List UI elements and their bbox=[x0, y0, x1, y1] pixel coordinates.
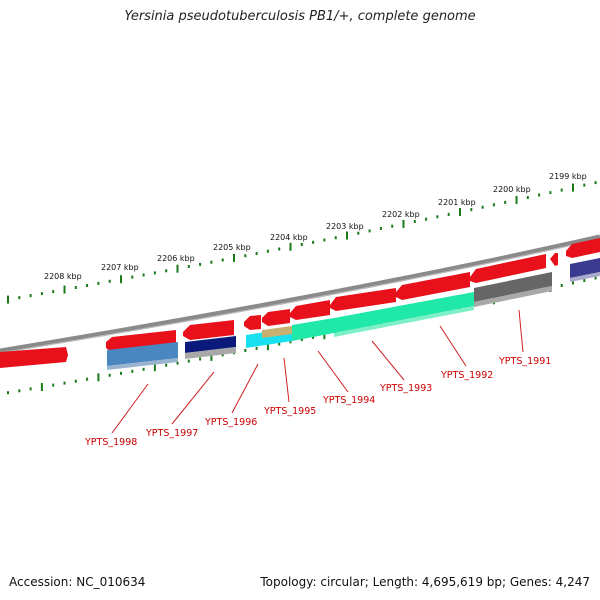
gene-label[interactable]: YPTS_1995 bbox=[263, 406, 316, 417]
gene-label-leaders bbox=[111, 309, 524, 434]
gene-label[interactable]: YPTS_1994 bbox=[322, 395, 375, 406]
tick-label: 2207 kbp bbox=[101, 263, 139, 272]
gene-label[interactable]: YPTS_1993 bbox=[379, 383, 432, 394]
scale-ruler-upper bbox=[7, 181, 597, 304]
gene-arrow[interactable] bbox=[244, 315, 261, 330]
tick-label: 2205 kbp bbox=[213, 243, 251, 252]
gene-bar[interactable] bbox=[474, 272, 552, 302]
tick-label: 2202 kbp bbox=[382, 210, 420, 219]
gene-arrow[interactable] bbox=[330, 288, 396, 311]
gene-label[interactable]: YPTS_1998 bbox=[84, 437, 137, 448]
gene-label[interactable]: YPTS_1991 bbox=[498, 356, 551, 367]
gene-arrow[interactable] bbox=[470, 254, 546, 283]
gene-bar[interactable] bbox=[262, 326, 292, 338]
tick-label: 2204 kbp bbox=[270, 233, 308, 242]
gene-arrow[interactable] bbox=[396, 272, 470, 300]
gene-label[interactable]: YPTS_1996 bbox=[204, 417, 257, 428]
tick-label: 2200 kbp bbox=[493, 185, 531, 194]
tick-label: 2208 kbp bbox=[44, 272, 82, 281]
gene-label[interactable]: YPTS_1992 bbox=[440, 370, 493, 381]
gene-arrow[interactable] bbox=[290, 300, 330, 320]
genome-backbone bbox=[0, 234, 600, 354]
reverse-strand-genes bbox=[107, 258, 600, 370]
gene-arrow[interactable] bbox=[550, 253, 558, 266]
gene-label[interactable]: YPTS_1997 bbox=[145, 428, 198, 439]
tick-label: 2201 kbp bbox=[438, 198, 476, 207]
tick-label: 2206 kbp bbox=[157, 254, 195, 263]
gene-bar[interactable] bbox=[570, 258, 600, 278]
genome-summary-text: Topology: circular; Length: 4,695,619 bp… bbox=[260, 575, 590, 589]
tick-label: 2199 kbp bbox=[549, 172, 587, 181]
gene-arrow[interactable] bbox=[0, 347, 68, 368]
gene-bar[interactable] bbox=[334, 292, 474, 333]
gene-arrow[interactable] bbox=[183, 320, 234, 340]
tick-label: 2203 kbp bbox=[326, 222, 364, 231]
map-title: Yersinia pseudotuberculosis PB1/+, compl… bbox=[124, 9, 476, 24]
accession-text: Accession: NC_010634 bbox=[9, 575, 146, 589]
scale-labels: 2208 kbp 2207 kbp 2206 kbp 2205 kbp 2204… bbox=[44, 172, 587, 281]
gene-arrow[interactable] bbox=[566, 238, 600, 258]
gene-bar[interactable] bbox=[292, 318, 334, 341]
gene-bar[interactable] bbox=[185, 336, 236, 353]
gene-labels: YPTS_1998 YPTS_1997 YPTS_1996 YPTS_1995 … bbox=[84, 356, 551, 448]
gene-arrow[interactable] bbox=[262, 309, 290, 326]
